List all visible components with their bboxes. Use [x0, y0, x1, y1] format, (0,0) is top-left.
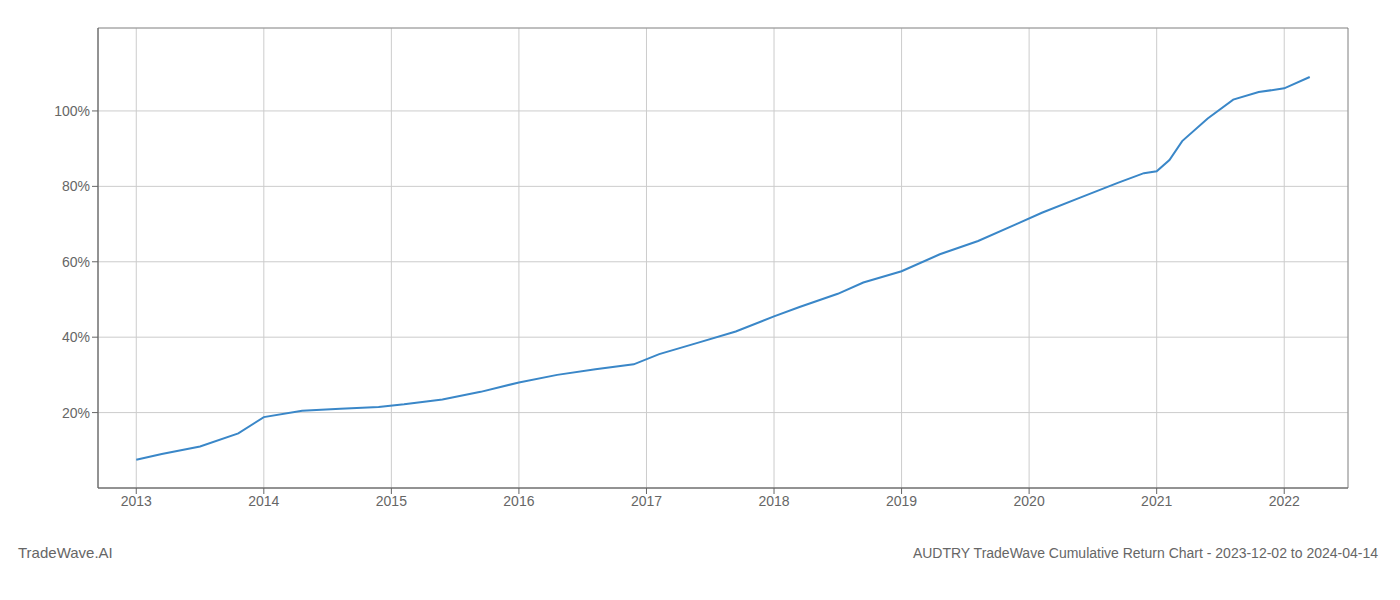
svg-text:2014: 2014	[248, 493, 279, 509]
html-text:AUDTRY TradeWave Cumulative Re: AUDTRY TradeWave Cumulative Return Chart…	[912, 545, 1378, 561]
svg-text:100%: 100%	[54, 103, 90, 119]
svg-text:80%: 80%	[62, 178, 90, 194]
svg-text:2018: 2018	[758, 493, 789, 509]
svg-text:2020: 2020	[1014, 493, 1045, 509]
svg-text:2022: 2022	[1269, 493, 1300, 509]
svg-text:2019: 2019	[886, 493, 917, 509]
svg-text:2021: 2021	[1141, 493, 1172, 509]
svg-text:60%: 60%	[62, 254, 90, 270]
svg-text:20%: 20%	[62, 405, 90, 421]
html-text:TradeWave.AI: TradeWave.AI	[18, 544, 113, 561]
svg-text:2017: 2017	[631, 493, 662, 509]
svg-text:2015: 2015	[376, 493, 407, 509]
svg-text:40%: 40%	[62, 329, 90, 345]
svg-text:2013: 2013	[121, 493, 152, 509]
svg-text:2016: 2016	[503, 493, 534, 509]
